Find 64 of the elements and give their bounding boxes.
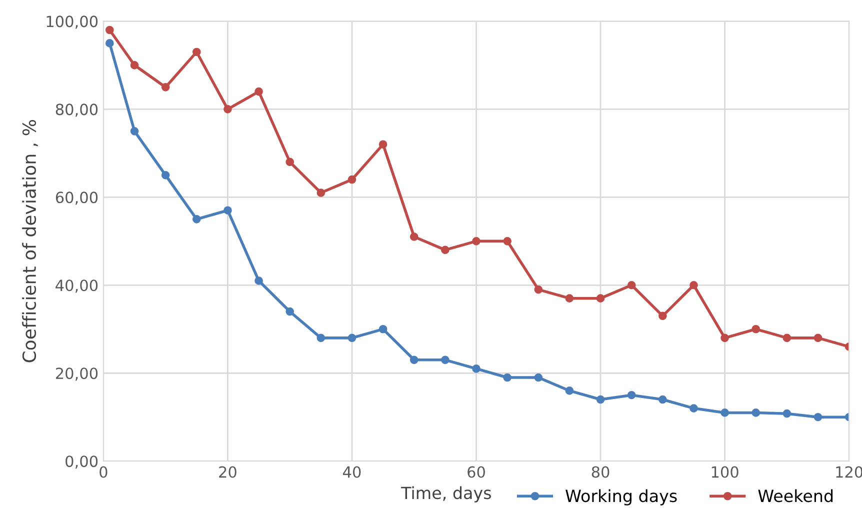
point [441, 356, 450, 364]
point [814, 412, 822, 422]
x-tick-label: 0 [100, 466, 108, 478]
point [254, 276, 263, 285]
point [410, 356, 418, 364]
y-tick-label: 20,00 [56, 368, 98, 381]
point [130, 61, 139, 70]
legend-label: Working days [566, 489, 677, 506]
x-tick-label: 40 [343, 466, 361, 478]
y-tick-label: 80,00 [56, 104, 98, 117]
y-tick-label: 100,00 [46, 16, 98, 29]
point [472, 364, 480, 373]
point [192, 214, 201, 224]
y-tick-label: 60,00 [56, 192, 98, 205]
point [105, 26, 114, 34]
point [627, 390, 636, 400]
x-axis-title: Time, days [401, 486, 491, 502]
y-tick-label: 0,00 [66, 456, 98, 469]
point [410, 232, 418, 241]
point [596, 294, 605, 303]
point [752, 324, 760, 334]
point [105, 39, 114, 48]
point [534, 285, 543, 294]
point [503, 373, 512, 382]
y-tick-label: 40,00 [56, 280, 98, 293]
point [224, 206, 232, 215]
point [286, 158, 294, 166]
x-tick-label: 80 [592, 466, 610, 478]
point [782, 334, 792, 342]
point [441, 246, 450, 254]
point [503, 236, 512, 246]
point [690, 280, 698, 290]
point [348, 334, 356, 342]
point [720, 334, 729, 342]
x-tick-label: 100 [712, 466, 738, 478]
point [534, 373, 543, 382]
point [161, 171, 170, 180]
point [565, 294, 574, 303]
point [596, 395, 605, 404]
point [130, 127, 139, 136]
x-tick-label: 20 [219, 466, 236, 478]
point [224, 105, 232, 114]
point [254, 87, 263, 96]
point [378, 140, 388, 149]
point [378, 324, 388, 334]
point [814, 334, 822, 342]
point [658, 312, 667, 320]
point [720, 408, 729, 417]
x-tick-label: 60 [468, 466, 485, 478]
point [192, 48, 201, 56]
point [782, 409, 792, 418]
point [627, 280, 636, 290]
point [316, 188, 326, 197]
y-axis-title: Coefficient of deviation , % [22, 120, 38, 362]
point [565, 386, 574, 395]
point [690, 404, 698, 412]
point [658, 395, 667, 404]
point [286, 307, 294, 316]
point [348, 175, 356, 184]
point [316, 334, 326, 342]
point [472, 236, 480, 246]
legend-label: Weekend [758, 489, 833, 502]
point [752, 408, 760, 417]
point [161, 83, 170, 92]
